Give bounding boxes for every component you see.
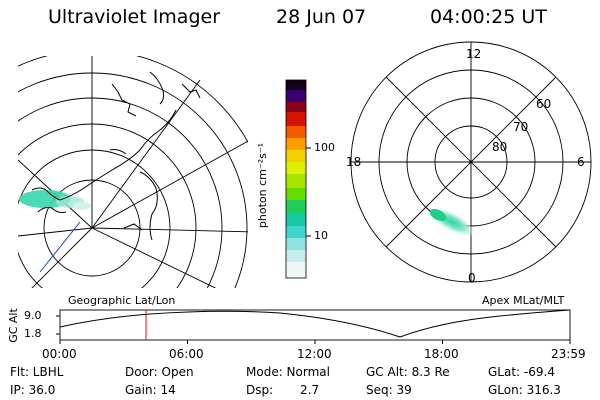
timeline-x-tick-0600: 06:00 [169,347,204,361]
status-dsp-value: 2.7 [300,383,320,397]
status-glat: GLat: -69.4 [488,365,555,379]
geographic-map [18,56,248,288]
colorbar-unit-label: photon cm⁻²s⁻¹ [256,142,270,229]
status-ip: IP: 36.0 [10,383,56,397]
timeline-x-tick-1200: 12:00 [297,347,332,361]
polar-aurora [429,208,474,236]
timeline-y-label: GC Alt [6,308,20,343]
lat-label-80: 80 [492,140,508,154]
colorbar-tick-10: 10 [314,229,328,242]
lat-label-70: 70 [513,120,529,134]
status-gc-alt: GC Alt: 8.3 Re [366,365,450,379]
status-glon: GLon: 316.3 [488,383,561,397]
status-dsp-label: Dsp: [246,383,274,397]
timeline-x-tick-0000: 00:00 [42,347,77,361]
altitude-timeline [56,309,571,344]
timeline-y-tick-low: 1.8 [24,327,42,340]
status-seq: Seq: 39 [366,383,412,397]
polar-map [350,41,592,283]
status-flt: Flt: LBHL [10,365,64,379]
timeline-x-tick-2359: 23:59 [551,347,586,361]
polar-map-caption: Apex MLat/MLT [482,294,565,307]
status-mode: Mode: Normal [246,365,330,379]
mlt-label-12: 12 [466,47,482,61]
mlt-label-18: 18 [346,155,362,169]
mlt-label-6: 6 [577,155,585,169]
timeline-y-tick-high: 9.0 [24,309,42,322]
geo-map-caption: Geographic Lat/Lon [68,294,176,307]
mlt-label-0: 0 [468,271,476,285]
timeline-x-tick-1800: 18:00 [424,347,459,361]
colorbar-tick-100: 100 [314,141,335,154]
instrument-title: Ultraviolet Imager [48,6,221,28]
date-label: 28 Jun 07 [276,6,367,28]
lat-label-60: 60 [536,97,552,111]
status-gain: Gain: 14 [125,383,176,397]
colorbar [285,79,311,279]
time-label: 04:00:25 UT [430,6,547,28]
status-door: Door: Open [125,365,194,379]
